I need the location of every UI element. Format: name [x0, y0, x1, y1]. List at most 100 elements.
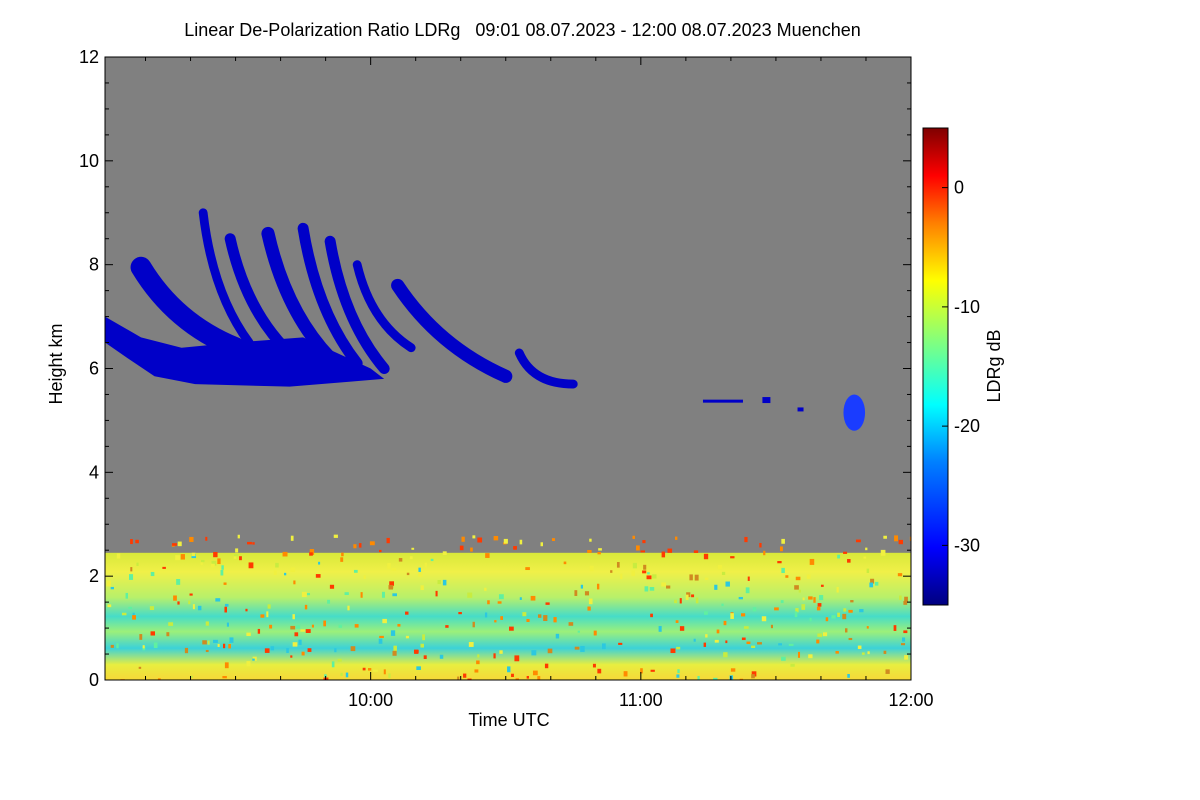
aerosol-speckle [275, 562, 279, 568]
y-tick-label: 4 [89, 462, 99, 482]
aerosol-speckle [620, 573, 623, 580]
aerosol-speckle [437, 580, 441, 585]
aerosol-speckle [596, 583, 600, 590]
aerosol-speckle [902, 637, 906, 642]
aerosol-speckle [177, 541, 182, 547]
aerosol-speckle [685, 594, 689, 600]
aerosol-speckle [649, 587, 655, 591]
aerosol-speckle [405, 635, 409, 639]
aerosol-speckle [691, 594, 695, 598]
aerosol-speckle [487, 600, 490, 605]
aerosol-speckle [290, 625, 296, 630]
aerosol-speckle [847, 673, 850, 678]
aerosol-speckle [801, 604, 806, 610]
aerosol-speckle [247, 541, 252, 545]
cirrus-streak [297, 222, 363, 369]
aerosol-speckle [461, 536, 465, 542]
aerosol-speckle [484, 612, 488, 618]
aerosol-speckle [790, 663, 795, 667]
aerosol-speckle [116, 643, 119, 649]
aerosol-speckle [751, 674, 755, 679]
aerosol-speckle [866, 568, 870, 574]
aerosol-speckle [494, 620, 497, 623]
aerosol-speckle [797, 651, 801, 658]
x-axis-title: Time UTC [468, 710, 549, 730]
colorbar [922, 127, 949, 606]
cirrus-streak [198, 208, 254, 347]
aerosol-speckle [192, 604, 195, 610]
aerosol-speckle [721, 603, 724, 607]
aerosol-speckle [730, 556, 735, 559]
aerosol-speckle [386, 537, 390, 544]
aerosol-speckle [499, 650, 503, 654]
aerosol-speckle [458, 612, 462, 615]
cirrus-streak [130, 256, 247, 359]
aerosol-speckle [442, 579, 447, 586]
aerosol-speckle [392, 593, 397, 597]
aerosol-speckle [904, 655, 909, 660]
aerosol-speckle [405, 611, 409, 615]
aerosol-speckle [848, 609, 853, 613]
aerosol-speckle [467, 678, 472, 680]
aerosol-speckle [893, 625, 897, 631]
aerosol-speckle [531, 650, 537, 656]
aerosol-speckle [468, 642, 474, 647]
aerosol-speckle [307, 593, 311, 596]
aerosol-speckle [435, 590, 438, 597]
aerosol-speckle [616, 562, 620, 568]
aerosol-speckle [526, 618, 530, 622]
aerosol-speckle [472, 621, 475, 628]
aerosol-speckle [239, 556, 242, 561]
aerosol-speckle [202, 640, 207, 645]
aerosol-speckle [379, 549, 382, 553]
aerosol-speckle [173, 595, 177, 601]
aerosol-speckle [652, 574, 657, 579]
aerosol-speckle [260, 614, 265, 618]
y-tick-label: 10 [79, 151, 99, 171]
aerosol-speckle [640, 668, 643, 674]
aerosol-speckle [284, 572, 287, 576]
aerosol-speckle [870, 578, 875, 584]
aerosol-speckle [418, 567, 421, 572]
aerosol-speckle [825, 617, 829, 622]
aerosol-speckle [416, 666, 421, 670]
aerosol-speckle [757, 642, 762, 645]
aerosol-speckle [741, 613, 746, 617]
aerosol-speckle [817, 603, 822, 607]
aerosol-speckle [842, 613, 847, 620]
aerosol-speckle [363, 575, 366, 579]
aerosol-speckle [423, 655, 427, 659]
aerosol-speckle [643, 564, 647, 570]
aerosol-speckle [752, 607, 757, 612]
y-tick-label: 6 [89, 359, 99, 379]
aerosol-speckle [781, 656, 786, 661]
aerosol-speckle [866, 626, 869, 629]
aerosol-speckle [353, 569, 358, 573]
aerosol-speckle [184, 647, 189, 654]
aerosol-speckle [295, 624, 301, 629]
aerosol-speckle [580, 646, 585, 652]
aerosol-speckle [358, 543, 362, 548]
aerosol-speckle [788, 643, 794, 646]
aerosol-speckle [347, 605, 350, 611]
aerosol-speckle [610, 570, 613, 573]
aerosol-speckle [584, 591, 590, 596]
y-tick-label: 0 [89, 670, 99, 690]
boundary-layer-band [105, 552, 911, 680]
aerosol-speckle [205, 536, 208, 541]
aerosol-speckle [257, 628, 261, 634]
aerosol-speckle [142, 645, 145, 649]
aerosol-speckle [507, 666, 511, 673]
aerosol-speckle [383, 669, 386, 675]
aerosol-speckle [647, 572, 650, 575]
colorbar-tick-label: -30 [954, 535, 980, 555]
aerosol-speckle [121, 612, 127, 616]
aerosol-speckle [470, 547, 473, 552]
aerosol-speckle [293, 580, 296, 585]
colorbar-tick-label: 0 [954, 178, 964, 198]
aerosol-speckle [300, 629, 306, 632]
aerosol-speckle [270, 646, 275, 651]
aerosol-speckle [694, 574, 699, 581]
aerosol-speckle [397, 623, 401, 627]
aerosol-speckle [602, 643, 606, 650]
